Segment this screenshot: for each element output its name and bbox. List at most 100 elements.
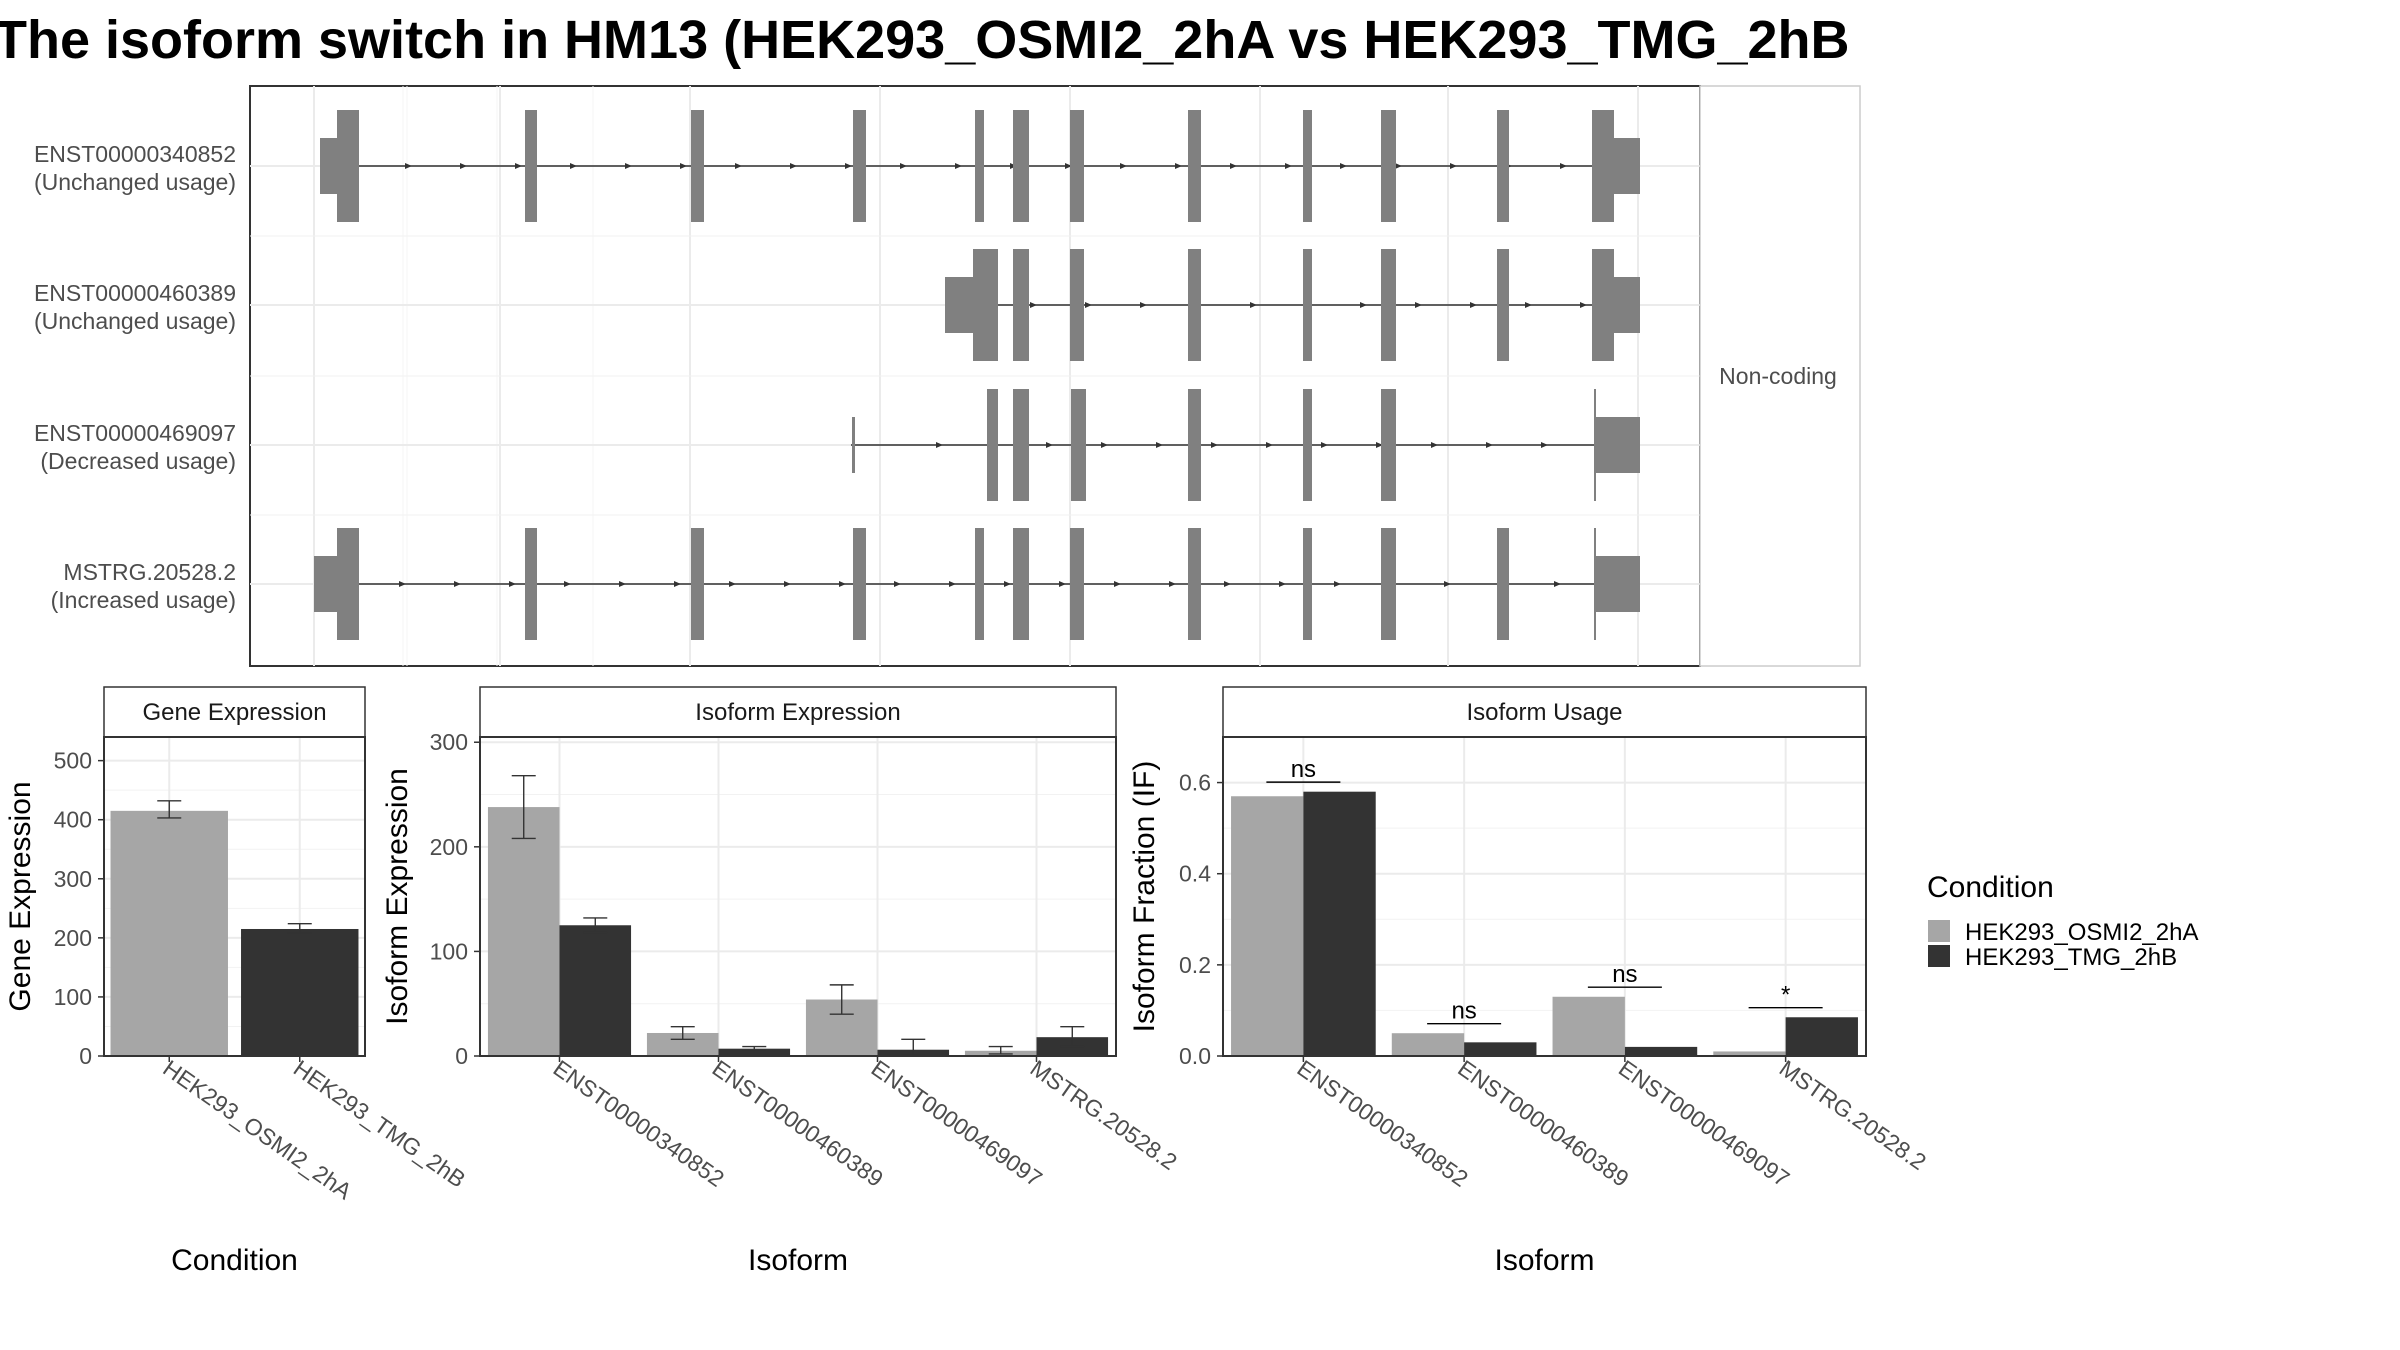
- strand-arrow: [1250, 302, 1257, 308]
- significance-label: *: [1781, 982, 1790, 1009]
- panel-strip: [1222, 686, 1867, 738]
- strand-arrow: [1030, 302, 1037, 308]
- legend-label-osmi2: HEK293_OSMI2_2hA: [1965, 919, 2198, 946]
- strand-arrow: [1525, 302, 1532, 308]
- strand-arrow: [1101, 442, 1108, 448]
- y-tick-label: 0: [79, 1043, 92, 1069]
- utr-exon: [1614, 138, 1640, 194]
- strand-arrow: [460, 163, 467, 169]
- coding-exon: [1070, 528, 1084, 640]
- y-tick-label: 0: [455, 1043, 468, 1069]
- transcript-model: [945, 249, 1640, 361]
- strand-arrow: [1156, 442, 1163, 448]
- coding-exon: [975, 528, 984, 640]
- y-tick-label: 100: [54, 984, 92, 1010]
- strand-arrow: [1169, 581, 1176, 587]
- legend-title: Condition: [1927, 871, 2054, 904]
- coding-exon: [1303, 389, 1312, 501]
- x-axis-title: Isoform: [1494, 1244, 1594, 1277]
- bar: [1713, 1051, 1786, 1056]
- bar: [110, 810, 228, 1056]
- coding-exon: [1381, 110, 1396, 222]
- strand-arrow: [570, 163, 577, 169]
- coding-exon: [1013, 110, 1029, 222]
- strand-arrow: [1114, 581, 1121, 587]
- strand-arrow: [1444, 581, 1451, 587]
- utr-exon: [1614, 277, 1640, 333]
- strand-arrow: [1175, 163, 1182, 169]
- x-axis-title: Condition: [171, 1244, 298, 1277]
- strand-arrow: [1120, 163, 1127, 169]
- transcript-model: [314, 528, 1640, 640]
- x-tick-label: ENST00000469097: [867, 1055, 1047, 1192]
- utr-exon: [320, 138, 337, 194]
- strand-arrow: [1470, 302, 1477, 308]
- coding-exon: [1188, 389, 1201, 501]
- strand-arrow: [1580, 302, 1587, 308]
- x-tick-label: ENST00000340852: [1293, 1055, 1473, 1192]
- strand-arrow: [509, 581, 516, 587]
- utr-exon: [945, 277, 973, 333]
- panel-strip-title: Isoform Usage: [1466, 699, 1622, 726]
- coding-exon: [1303, 110, 1312, 222]
- strand-arrow: [955, 163, 962, 169]
- x-tick-label: MSTRG.20528.2: [1026, 1055, 1182, 1175]
- y-tick-label: 0.6: [1179, 770, 1211, 796]
- significance-label: ns: [1612, 961, 1637, 988]
- coding-exon: [1381, 389, 1396, 501]
- strand-arrow: [1334, 581, 1341, 587]
- figure-title: The isoform switch in HM13 (HEK293_OSMI2…: [0, 10, 1850, 70]
- coding-exon: [1497, 110, 1509, 222]
- strand-arrow: [1140, 302, 1147, 308]
- strand-arrow: [1450, 163, 1457, 169]
- strand-arrow: [729, 581, 736, 587]
- strand-arrow: [1266, 442, 1273, 448]
- x-tick-label: ENST00000340852: [549, 1055, 729, 1192]
- coding-exon: [525, 110, 537, 222]
- coding-exon: [691, 528, 704, 640]
- strand-arrow: [1211, 442, 1218, 448]
- significance-label: ns: [1451, 998, 1476, 1025]
- coding-exon: [975, 110, 984, 222]
- coding-exon: [853, 528, 866, 640]
- y-axis-title: Gene Expression: [4, 781, 37, 1011]
- strand-arrow: [1059, 581, 1066, 587]
- coding-exon: [337, 528, 359, 640]
- transcript-id-label: MSTRG.20528.2: [63, 559, 236, 585]
- strand-arrow: [674, 581, 681, 587]
- coding-exon: [987, 389, 998, 501]
- panel-border: [1222, 736, 1867, 1057]
- y-tick-label: 200: [430, 834, 468, 860]
- strand-arrow: [1279, 581, 1286, 587]
- strand-arrow: [735, 163, 742, 169]
- transcript-usage-label: (Unchanged usage): [34, 308, 236, 334]
- y-tick-label: 200: [54, 925, 92, 951]
- strand-arrow: [790, 163, 797, 169]
- coding-exon: [1013, 249, 1029, 361]
- legend-label-tmg: HEK293_TMG_2hB: [1965, 944, 2177, 971]
- bar: [241, 928, 359, 1056]
- legend-swatch-osmi2: [1928, 920, 1950, 942]
- strand-arrow: [454, 581, 461, 587]
- bar: [1464, 1042, 1537, 1056]
- transcript-id-label: ENST00000340852: [34, 141, 236, 167]
- strand-arrow: [1395, 163, 1402, 169]
- y-axis-title: Isoform Expression: [381, 768, 414, 1025]
- condition-legend: Condition HEK293_OSMI2_2hA HEK293_TMG_2h…: [1927, 871, 2198, 971]
- transcript-usage-label: (Unchanged usage): [34, 169, 236, 195]
- bar: [1231, 796, 1304, 1056]
- y-tick-label: 0.2: [1179, 952, 1211, 978]
- transcript-id-label: ENST00000460389: [34, 280, 236, 306]
- coding-exon: [1381, 249, 1396, 361]
- transcript-id-label: ENST00000469097: [34, 420, 236, 446]
- strand-arrow: [1321, 442, 1328, 448]
- strand-arrow: [680, 163, 687, 169]
- coding-exon: [973, 249, 998, 361]
- strand-arrow: [894, 581, 901, 587]
- y-tick-label: 400: [54, 807, 92, 833]
- structure-facet-strip: [1699, 85, 1861, 667]
- transcript-model: [320, 110, 1640, 222]
- bar: [1391, 1033, 1465, 1056]
- x-tick-label: ENST00000469097: [1614, 1055, 1794, 1192]
